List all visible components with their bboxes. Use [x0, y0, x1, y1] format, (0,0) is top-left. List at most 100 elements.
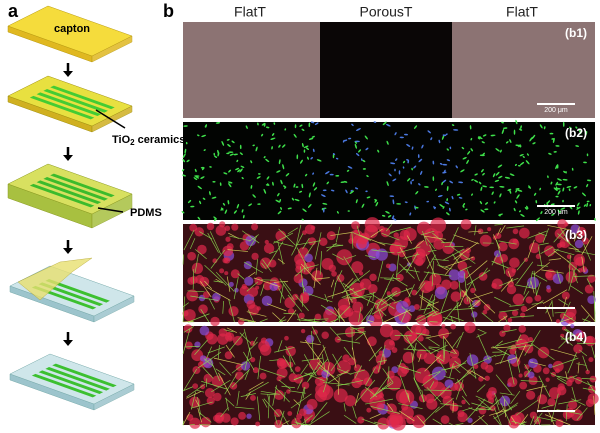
neurite [310, 402, 328, 423]
cell [203, 149, 206, 151]
neurite [269, 250, 277, 254]
neurite [424, 235, 446, 240]
neurite [278, 228, 296, 246]
neurite [386, 223, 393, 232]
cell [333, 388, 348, 403]
cell [407, 177, 411, 182]
neurite [441, 367, 451, 371]
neurite [451, 335, 461, 349]
neurite [335, 226, 341, 243]
cell [440, 415, 450, 424]
cell [299, 124, 303, 127]
cell [279, 199, 282, 203]
cell [351, 123, 354, 127]
neurite [301, 357, 323, 362]
stripe [38, 282, 104, 306]
cell [548, 152, 552, 155]
cell [356, 153, 360, 157]
neurite [416, 415, 426, 426]
cell [515, 188, 520, 190]
neurite [516, 258, 528, 271]
neurite [499, 349, 508, 364]
cell [374, 198, 377, 202]
cell [517, 164, 521, 167]
cell [462, 202, 466, 206]
cell [547, 398, 556, 407]
neurite [580, 305, 596, 322]
neurite [423, 271, 452, 277]
neurite [215, 368, 226, 376]
neurite [426, 254, 436, 269]
cell [412, 414, 426, 429]
neurite [399, 410, 415, 422]
cell [539, 124, 543, 129]
neurite [463, 273, 468, 302]
neurite [330, 232, 352, 236]
cell [380, 227, 391, 238]
cell [588, 357, 594, 363]
neurite [316, 346, 326, 360]
neurite [184, 345, 200, 348]
cell [502, 127, 508, 129]
neurite [519, 414, 529, 426]
neurite [204, 346, 212, 362]
cell [396, 203, 402, 205]
neurite [578, 349, 588, 357]
neurite [514, 284, 536, 290]
neurite [237, 273, 245, 280]
scale-label: 200 μm [544, 107, 568, 114]
neurite [440, 266, 449, 271]
neurite [301, 295, 304, 307]
neurite [319, 251, 322, 275]
cell [224, 225, 231, 231]
neurite [200, 281, 212, 298]
cell [261, 133, 264, 137]
cell [478, 136, 483, 140]
cell [450, 291, 462, 302]
neurite [287, 309, 297, 323]
cell [239, 285, 250, 296]
neurite [182, 328, 191, 355]
cell [437, 195, 443, 198]
cell [535, 233, 545, 243]
cell [391, 217, 397, 221]
cell [354, 141, 358, 144]
neurite [417, 314, 433, 323]
cell [487, 397, 495, 404]
neurite [195, 249, 207, 260]
cell [498, 175, 503, 179]
neurite [568, 255, 571, 284]
neurite [383, 309, 411, 323]
neurite [401, 306, 413, 316]
cell [501, 121, 504, 124]
neurite [400, 308, 408, 323]
neurite [450, 316, 453, 323]
neurite [412, 342, 417, 361]
cell [551, 213, 555, 216]
neurite [373, 375, 390, 398]
neurite [365, 367, 376, 386]
neurite [187, 290, 205, 293]
scale-label: 200 μm [544, 209, 568, 216]
cell [220, 207, 224, 211]
cell [535, 200, 538, 204]
neurite [307, 293, 333, 303]
neurite [267, 394, 270, 403]
neurite [186, 391, 202, 399]
cell [503, 324, 511, 332]
neurite [426, 301, 439, 307]
cell [242, 214, 245, 219]
cell [396, 273, 404, 282]
neurite [277, 286, 285, 300]
neurite [551, 357, 579, 368]
cell [192, 383, 199, 390]
cell [245, 125, 248, 130]
cell [336, 211, 339, 214]
cell [282, 164, 285, 170]
cell [424, 186, 429, 188]
cell [413, 165, 417, 169]
neurite [281, 385, 296, 389]
neurite [330, 279, 335, 288]
neurite [374, 421, 387, 426]
neurite [523, 281, 529, 295]
